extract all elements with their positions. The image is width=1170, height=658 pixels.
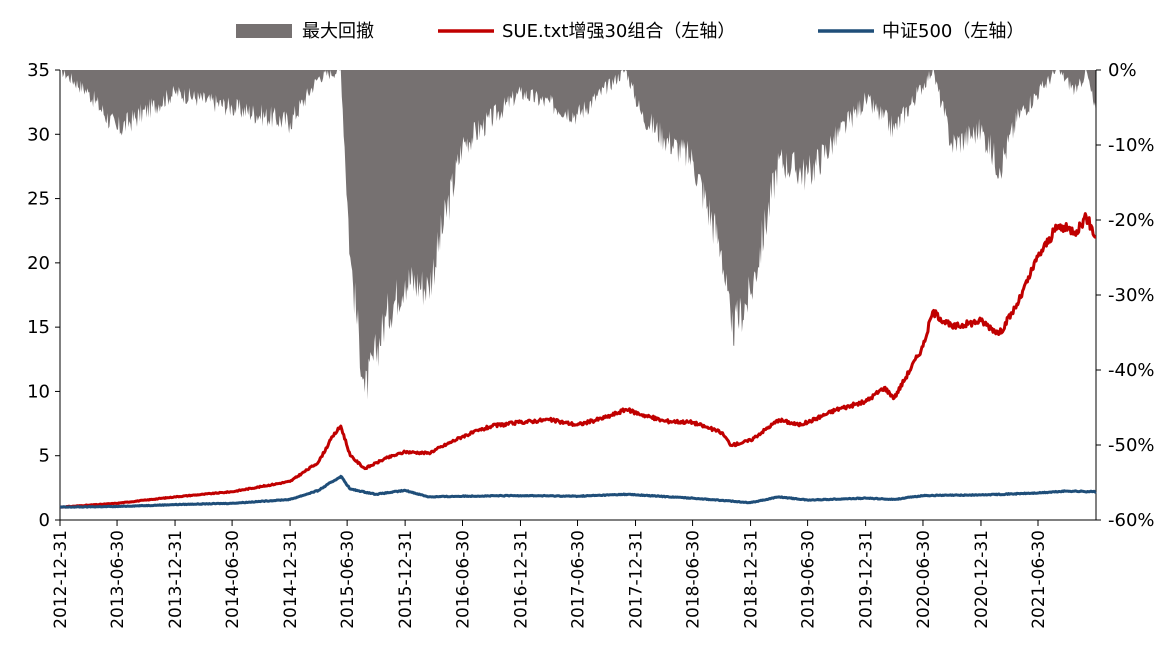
x-tick-label: 2018-12-31 <box>742 530 762 629</box>
x-tick-label: 2019-06-30 <box>799 530 819 629</box>
x-tick-label: 2014-06-30 <box>223 530 243 629</box>
x-tick-label: 2017-12-31 <box>627 530 647 629</box>
x-tick-label: 2017-06-30 <box>569 530 589 629</box>
legend-label-portfolio: SUE.txt增强30组合（左轴） <box>502 21 735 42</box>
x-tick-label: 2015-06-30 <box>338 530 358 629</box>
series-drawdown-area <box>60 70 1096 400</box>
right-tick-label: -20% <box>1108 210 1155 231</box>
legend: 最大回撤 SUE.txt增强30组合（左轴） 中证500（左轴） <box>236 21 1024 42</box>
left-tick-label: 20 <box>27 253 50 274</box>
x-tick-label: 2016-06-30 <box>454 530 474 629</box>
right-tick-label: -30% <box>1108 285 1155 306</box>
left-tick-label: 10 <box>27 381 50 402</box>
series-line-0 <box>59 212 1097 509</box>
left-tick-label: 0 <box>39 510 50 531</box>
legend-label-drawdown: 最大回撤 <box>302 21 374 42</box>
x-tick-label: 2021-06-30 <box>1029 530 1049 629</box>
left-tick-label: 5 <box>39 446 50 467</box>
right-tick-label: -60% <box>1108 510 1155 531</box>
left-tick-label: 35 <box>27 60 50 81</box>
legend-label-index: 中证500（左轴） <box>882 21 1024 42</box>
x-tick-label: 2014-12-31 <box>281 530 301 629</box>
x-tick-label: 2018-06-30 <box>684 530 704 629</box>
x-tick-label: 2020-06-30 <box>914 530 934 629</box>
right-tick-label: -40% <box>1108 360 1155 381</box>
x-tick-label: 2013-06-30 <box>108 530 128 629</box>
x-tick-label: 2016-12-31 <box>512 530 532 629</box>
right-tick-label: -50% <box>1108 435 1155 456</box>
legend-swatch-drawdown <box>236 24 292 38</box>
series-line-1 <box>59 474 1097 509</box>
x-tick-label: 2019-12-31 <box>857 530 877 629</box>
left-tick-label: 25 <box>27 189 50 210</box>
x-tick-label: 2013-12-31 <box>166 530 186 629</box>
x-tick-label: 2020-12-31 <box>972 530 992 629</box>
x-tick-label: 2015-12-31 <box>396 530 416 629</box>
left-tick-label: 15 <box>27 317 50 338</box>
left-tick-label: 30 <box>27 124 50 145</box>
right-tick-label: 0% <box>1108 60 1137 81</box>
right-tick-label: -10% <box>1108 135 1155 156</box>
x-tick-label: 2012-12-31 <box>51 530 71 629</box>
